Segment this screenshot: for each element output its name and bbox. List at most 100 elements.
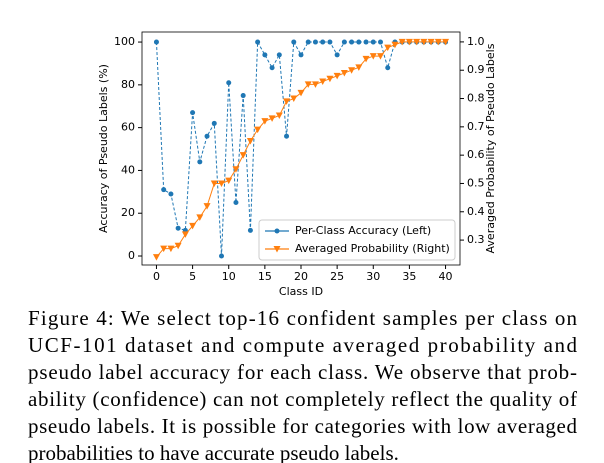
data-point — [210, 180, 218, 187]
data-point — [204, 133, 210, 139]
data-point — [327, 39, 333, 45]
data-point — [246, 137, 254, 145]
data-point — [304, 81, 312, 88]
y-tick-label: 80 — [121, 78, 135, 91]
data-point — [196, 214, 204, 221]
data-point — [434, 38, 442, 46]
data-point — [283, 98, 291, 105]
data-point — [355, 64, 363, 71]
data-point — [291, 39, 297, 45]
data-point — [232, 166, 240, 173]
data-point — [413, 38, 421, 46]
data-point — [290, 95, 298, 103]
x-axis-label: Class ID — [279, 285, 323, 298]
y2-tick-label: 0.8 — [467, 92, 485, 105]
y-axis-label: Accuracy of Pseudo Labels (%) — [97, 64, 110, 233]
data-point — [311, 81, 319, 88]
x-tick-label: 35 — [402, 270, 416, 283]
data-point — [261, 118, 269, 125]
data-point — [160, 245, 168, 253]
data-point — [275, 112, 283, 120]
data-point — [255, 39, 261, 45]
data-point — [391, 41, 399, 49]
data-point — [420, 38, 428, 46]
data-point — [341, 39, 347, 45]
x-tick-label: 40 — [439, 270, 453, 283]
caption-line: probabilities to have accurate pseudo la… — [28, 441, 399, 463]
data-point — [167, 245, 175, 253]
y2-tick-label: 0.7 — [467, 120, 485, 133]
data-point — [218, 180, 225, 187]
data-point — [174, 242, 182, 250]
data-point — [276, 52, 282, 58]
data-point — [181, 231, 189, 238]
data-point — [319, 78, 327, 86]
data-point — [384, 44, 392, 52]
data-point — [369, 53, 377, 60]
x-tick-label: 10 — [222, 270, 236, 283]
legend: Per-Class Accuracy (Left) Averaged Probab… — [258, 219, 456, 261]
legend-box — [258, 219, 456, 261]
y2-tick-label: 1.0 — [467, 35, 485, 48]
caption-line: ability (confidence) can not completely … — [28, 387, 577, 411]
data-point — [262, 52, 268, 58]
data-point — [405, 38, 413, 46]
data-point — [233, 200, 239, 206]
caption-line: Figure 4: We select top-16 confident sam… — [28, 306, 578, 330]
data-point — [226, 80, 232, 86]
data-point — [442, 38, 450, 46]
data-point — [284, 133, 290, 139]
caption-line: pseudo labels. It is possible for catego… — [28, 414, 578, 438]
legend-marker — [273, 246, 281, 253]
data-point — [349, 39, 355, 45]
data-point — [370, 39, 376, 45]
data-point — [269, 65, 275, 71]
x-tick-label: 5 — [189, 270, 196, 283]
data-point — [268, 115, 276, 122]
caption-line: pseudo label accuracy for each class. We… — [28, 360, 577, 384]
y2-axis-label: Averaged Probability of Pseudo Labels — [484, 43, 497, 253]
legend-label: Per-Class Accuracy (Left) — [295, 224, 431, 237]
data-point — [326, 75, 334, 83]
data-point — [320, 39, 326, 45]
data-point — [190, 110, 196, 116]
y-tick-label: 0 — [128, 249, 135, 262]
data-point — [427, 38, 435, 46]
data-point — [211, 120, 217, 126]
data-point — [340, 70, 348, 77]
data-point — [152, 254, 160, 261]
y2-tick-label: 0.4 — [467, 205, 485, 218]
x-tick-label: 30 — [366, 270, 380, 283]
data-point — [334, 52, 340, 58]
y-tick-label: 100 — [114, 35, 135, 48]
data-point — [247, 227, 253, 233]
y2-tick-label: 0.9 — [467, 63, 485, 76]
data-point — [378, 39, 383, 45]
data-point — [298, 52, 304, 58]
data-point — [385, 65, 391, 71]
data-point — [305, 39, 311, 45]
data-point — [377, 53, 384, 60]
data-point — [197, 159, 203, 165]
data-point — [312, 39, 318, 45]
data-point — [203, 203, 211, 210]
data-point — [333, 72, 341, 80]
data-point — [398, 38, 406, 46]
data-point — [239, 152, 247, 159]
legend-marker — [274, 228, 280, 234]
y-tick-label: 20 — [121, 206, 135, 219]
x-tick-label: 0 — [153, 270, 160, 283]
data-point — [189, 222, 197, 230]
data-point — [161, 187, 167, 193]
data-point — [219, 253, 224, 259]
data-point — [254, 126, 262, 134]
y2-tick-label: 0.3 — [467, 233, 485, 246]
caption-line: UCF-101 dataset and compute averaged pro… — [28, 333, 578, 357]
data-point — [240, 93, 246, 99]
x-tick-label: 25 — [330, 270, 344, 283]
x-tick-label: 20 — [294, 270, 308, 283]
x-tick-label: 15 — [258, 270, 272, 283]
y-tick-label: 40 — [121, 163, 135, 176]
data-point — [168, 191, 174, 197]
